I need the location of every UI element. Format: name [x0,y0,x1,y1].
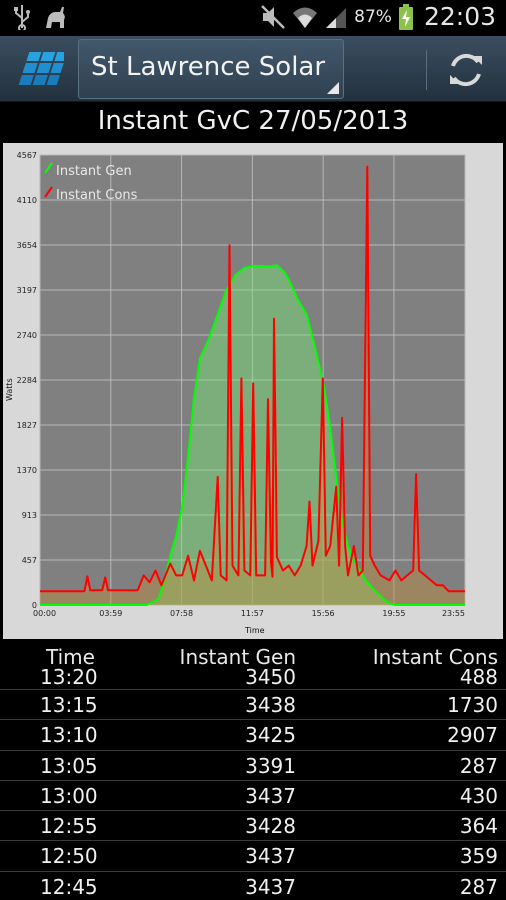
cell-time: 13:15 [40,693,98,717]
y-tick-label: 1827 [17,421,37,430]
cell-instant-gen: 3391 [245,753,296,778]
series-line-1 [40,165,465,593]
cell-instant-gen: 3425 [245,723,296,748]
chart-legend: Instant Gen Instant Cons [44,162,138,203]
cell-instant-cons: 364 [459,814,498,839]
legend-label-gen: Instant Gen [56,164,132,179]
cell-instant-cons: 287 [459,874,498,899]
table-row[interactable]: 12:45 3437 287 [0,872,506,900]
site-selector-value: St Lawrence Solar [91,52,326,82]
legend-swatch-gen [44,162,53,174]
column-header-instant-gen: Instant Gen [179,645,296,669]
refresh-icon [451,53,481,87]
table-row[interactable]: 13:05 3391 287 [0,751,506,781]
cell-instant-cons: 1730 [447,693,498,717]
table-row[interactable]: 12:50 3437 359 [0,841,506,872]
x-axis-title: Time [244,626,265,635]
series-lines [40,165,465,606]
usb-icon [14,5,30,30]
cell-instant-cons: 430 [459,783,498,808]
cell-time: 13:20 [40,665,98,689]
cell-time: 13:10 [40,723,98,748]
clock: 22:03 [423,2,496,31]
cell-time: 13:00 [40,783,98,808]
cell-instant-gen: 3437 [245,783,296,808]
x-tick-label: 00:00 [33,609,56,618]
x-tick-label: 19:55 [382,609,405,618]
cell-instant-cons: 287 [459,753,498,778]
system-status: 87% 22:03 [260,2,496,31]
readings-table: Time Instant Gen Instant Cons 13:20 3450… [0,645,506,900]
cell-time: 12:50 [40,844,98,869]
table-row[interactable]: 12:55 3428 364 [0,811,506,842]
battery-percent: 87% [354,6,392,27]
y-axis-title: Watts [5,378,14,401]
series-line-0 [40,264,465,606]
table-row[interactable]: 13:10 3425 2907 [0,720,506,751]
table-row[interactable]: 13:00 3437 430 [0,781,506,812]
series-area-1 [40,166,465,605]
x-tick-label: 11:57 [241,609,264,618]
tick-labels: 0 457 913 1370 1827 2284 2740 3197 3654 4110 4567 0… [17,151,465,618]
action-bar: St Lawrence Solar [0,36,506,102]
x-tick-label: 03:59 [99,609,122,618]
cell-instant-gen: 3450 [245,665,296,689]
cell-instant-gen: 3437 [245,844,296,869]
cell-instant-gen: 3428 [245,814,296,839]
y-tick-label: 2284 [17,376,37,385]
cell-instant-gen: 3438 [245,693,296,717]
y-tick-label: 3654 [17,241,37,250]
action-bar-divider [426,50,427,90]
chart-title: Instant GvC 27/05/2013 [97,106,409,136]
legend-label-cons: Instant Cons [56,188,138,203]
y-tick-label: 2740 [17,331,37,340]
column-header-time: Time [46,645,95,669]
table-header: Time Instant Gen Instant Cons [0,645,506,669]
y-tick-label: 1370 [17,466,37,475]
y-tick-label: 0 [32,601,37,610]
mute-icon [261,4,286,29]
cell-instant-cons: 488 [459,665,498,689]
cell-time: 12:55 [40,814,98,839]
notification-icons [12,4,68,30]
grid-lines [39,154,466,606]
gen-vs-cons-chart: 0 457 913 1370 1827 2284 2740 3197 3654 4110 4567 0… [5,151,466,635]
cell-instant-gen: 3437 [245,874,296,899]
wifi-icon [293,7,318,28]
status-bar: 87% 22:03 [0,0,506,36]
y-tick-label: 457 [22,556,37,565]
solar-panel-icon[interactable] [18,50,64,88]
y-tick-label: 4110 [17,196,37,205]
dropdown-caret-icon [327,82,339,94]
cell-instant-cons: 359 [459,844,498,869]
table-row[interactable]: 13:20 3450 488 [0,665,506,690]
cell-time: 13:05 [40,753,98,778]
chart-panel: 0 457 913 1370 1827 2284 2740 3197 3654 4110 4567 0… [3,143,503,639]
cell-instant-cons: 2907 [447,723,498,748]
android-debug-icon [46,7,65,28]
battery-charging-icon [398,3,413,30]
x-tick-label: 15:56 [312,609,335,618]
y-tick-label: 3197 [17,286,37,295]
y-tick-label: 4567 [17,151,37,160]
y-tick-label: 913 [22,511,37,520]
signal-icon [326,7,347,28]
column-header-instant-cons: Instant Cons [372,645,498,669]
cell-time: 12:45 [40,874,98,899]
x-tick-label: 07:58 [170,609,193,618]
legend-swatch-cons [44,186,53,198]
site-selector[interactable]: St Lawrence Solar [78,39,344,99]
table-row[interactable]: 13:15 3438 1730 [0,690,506,721]
refresh-button[interactable] [440,44,492,96]
x-tick-label: 23:55 [442,609,465,618]
